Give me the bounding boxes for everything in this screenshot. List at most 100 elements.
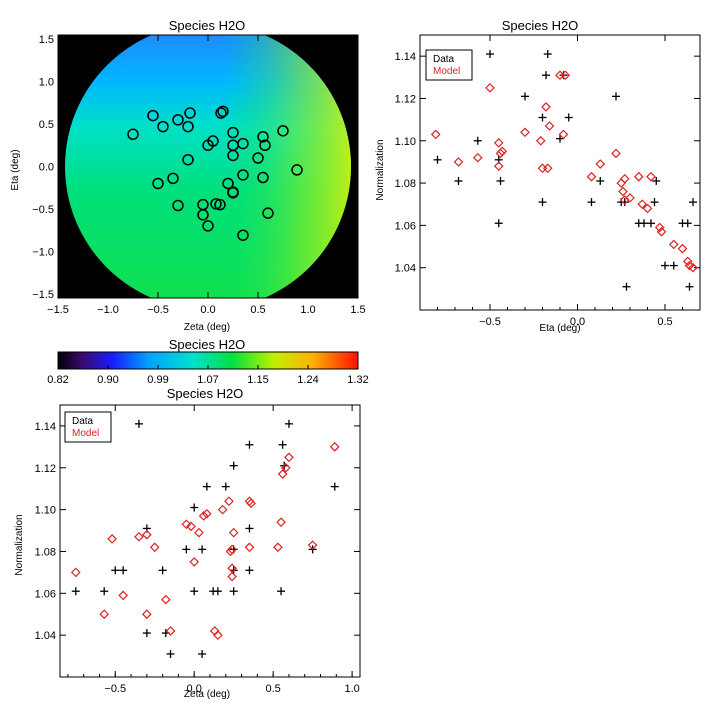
eta-model-point xyxy=(668,239,679,250)
zeta-model-point xyxy=(227,571,237,582)
zeta-x-tick-label: −0.5 xyxy=(104,683,126,695)
zeta-x-tick-label: 0.0 xyxy=(187,683,202,695)
map-y-tick-label: 1.5 xyxy=(39,34,54,46)
zeta-model-point xyxy=(201,508,212,519)
zeta-model-point xyxy=(217,504,228,515)
zeta-data-point xyxy=(245,440,254,449)
eta-legend-model: Model xyxy=(433,66,460,77)
eta-model-point xyxy=(595,159,606,169)
map-point xyxy=(237,169,249,181)
map-x-tick-label: −0.5 xyxy=(147,304,169,316)
zeta-y-tick-label: 1.08 xyxy=(35,546,56,558)
zeta-title: Species H2O xyxy=(167,386,244,401)
map-point xyxy=(172,114,184,126)
eta-data-point xyxy=(647,219,655,228)
zeta-data-point xyxy=(142,629,151,638)
zeta-data-point xyxy=(245,524,254,533)
zeta-y-tick-label: 1.14 xyxy=(35,421,56,433)
eta-y-tick-label: 1.08 xyxy=(395,178,416,190)
zeta-model-point xyxy=(107,534,117,544)
map-point xyxy=(182,120,194,133)
eta-model-point xyxy=(677,243,688,254)
eta-data-point xyxy=(612,92,620,101)
eta-title: Species H2O xyxy=(502,18,579,33)
eta-data-point xyxy=(494,219,503,228)
zeta-data-point xyxy=(213,587,222,596)
eta-data-point xyxy=(650,198,659,207)
map-point xyxy=(217,105,229,118)
eta-data-point xyxy=(433,155,442,164)
eta-model-point xyxy=(493,138,504,148)
eta-model-point xyxy=(537,163,548,174)
eta-y-tick-label: 1.06 xyxy=(395,220,416,232)
map-title: Species H2O xyxy=(169,18,246,33)
zeta-data-point xyxy=(190,503,199,512)
map-point xyxy=(207,135,219,147)
zeta-frame xyxy=(59,404,361,678)
zeta-model-point xyxy=(224,496,234,507)
zeta-data-point xyxy=(284,419,293,428)
zeta-data-point xyxy=(190,587,199,596)
eta-model-point xyxy=(485,83,495,93)
zeta-panel: Species H2O −0.5 0.0 0.5 1.0 1.04 1.06 1.08 1.1… xyxy=(14,386,361,700)
eta-x-tick-label: 0.0 xyxy=(570,316,585,328)
eta-data-point xyxy=(556,134,564,143)
map-x-tick-label: 1.0 xyxy=(300,304,315,316)
map-point xyxy=(227,187,239,199)
map-y-tick-label: −0.5 xyxy=(32,204,54,216)
eta-data-point xyxy=(669,261,678,270)
eta-model-point xyxy=(535,135,546,146)
map-point xyxy=(172,199,184,212)
map-y-tick-label: 0.5 xyxy=(39,119,54,131)
zeta-model-point xyxy=(181,519,192,530)
zeta-x-axis-label: Zeta (deg) xyxy=(184,689,230,700)
map-y-axis-label: Eta (deg) xyxy=(10,149,21,190)
eta-y-tick-label: 1.04 xyxy=(395,263,416,275)
eta-y-tick-label: 1.12 xyxy=(395,93,416,105)
eta-model-point xyxy=(619,173,630,184)
map-point xyxy=(215,107,227,119)
eta-model-point xyxy=(688,262,698,273)
eta-model-point xyxy=(619,195,630,205)
map-x-axis-label: Zeta (deg) xyxy=(184,322,230,333)
eta-data-point xyxy=(587,198,596,207)
zeta-data-point xyxy=(134,419,143,428)
zeta-model-point xyxy=(228,527,239,538)
colorbar-tick-label: 0.82 xyxy=(47,374,68,386)
eta-y-tick-label: 1.10 xyxy=(395,136,416,148)
map-x-tick-label: 0.5 xyxy=(250,304,265,316)
zeta-model-point xyxy=(225,546,236,557)
map-panel: Species H2O −1.5 −1.5 −1.0 −1.0 −0.5 −0.5 0.0 0… xyxy=(10,18,366,333)
colorbar-panel: Species H2O 0.82 0.90 0.99 1.07 1.15 1.24 1.32 xyxy=(47,337,368,386)
zeta-legend-box xyxy=(64,411,112,443)
zeta-data-point xyxy=(221,482,230,491)
eta-model-point xyxy=(472,152,483,163)
zeta-y-tick-label: 1.06 xyxy=(35,588,56,600)
zeta-legend-model: Model xyxy=(72,428,99,439)
zeta-data-point xyxy=(71,587,80,596)
zeta-model-point xyxy=(141,609,152,620)
colorbar-tick-label: 0.99 xyxy=(147,374,168,386)
map-point xyxy=(227,126,239,139)
eta-model-point xyxy=(541,102,551,112)
map-point xyxy=(157,120,169,133)
zeta-model-point xyxy=(194,527,204,538)
eta-legend-data: Data xyxy=(433,54,455,65)
eta-x-tick-label: −0.5 xyxy=(479,316,501,328)
map-point xyxy=(197,209,209,221)
eta-model-point xyxy=(586,171,597,182)
map-y-tick-label: 1.0 xyxy=(39,77,54,89)
map-y-tick-label: −1.5 xyxy=(32,289,54,301)
zeta-model-point xyxy=(213,630,223,641)
map-x-tick-label: −1.5 xyxy=(47,304,69,316)
map-point xyxy=(127,128,139,141)
map-x-tick-label: 0.0 xyxy=(200,304,215,316)
map-point xyxy=(202,220,214,232)
zeta-model-point xyxy=(149,542,160,553)
zeta-model-point xyxy=(134,531,144,542)
zeta-data-point xyxy=(182,545,191,554)
zeta-data-point xyxy=(119,566,128,575)
zeta-model-point xyxy=(277,469,288,479)
eta-model-point xyxy=(611,148,621,159)
map-point xyxy=(257,131,269,143)
